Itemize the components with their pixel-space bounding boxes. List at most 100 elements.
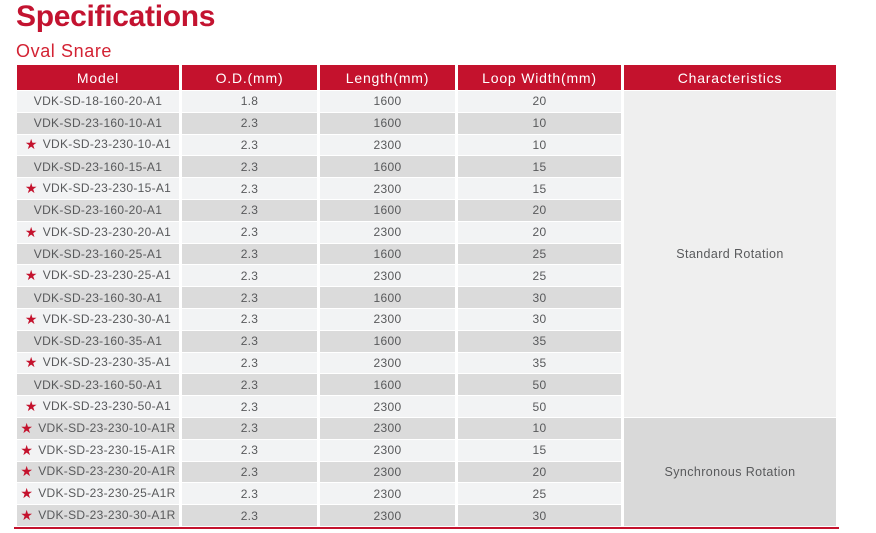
length-cell: 2300	[320, 265, 455, 287]
model-cell: ★ VDK-SD-23-230-15-A1R	[17, 439, 179, 461]
column-header-od: O.D.(mm)	[182, 65, 317, 90]
od-cell: 2.3	[182, 287, 317, 308]
loop-width-cell: 35	[458, 330, 621, 352]
table-row: ★ VDK-SD-23-230-20-A1R 2.3 2300 20	[17, 461, 836, 483]
model-cell: ★ VDK-SD-23-230-15-A1	[17, 178, 179, 199]
specifications-table: Model O.D.(mm) Length(mm) Loop Width(mm)…	[14, 64, 839, 529]
star-icon: ★	[20, 419, 34, 436]
model-cell: VDK-SD-23-160-20-A1	[17, 199, 179, 221]
loop-width-cell: 30	[458, 308, 621, 330]
loop-width-cell: 20	[458, 461, 621, 483]
loop-width-cell: 15	[458, 439, 621, 461]
od-cell: 2.3	[182, 396, 317, 417]
length-cell: 1600	[320, 330, 455, 352]
loop-width-cell: 10	[458, 134, 621, 156]
star-icon: ★	[24, 267, 38, 284]
model-cell: ★ VDK-SD-23-230-30-A1	[17, 308, 179, 330]
star-icon: ★	[24, 354, 38, 371]
table-row: ★ VDK-SD-23-230-10-A1R 2.3 2300 10 Synchronou…	[17, 417, 836, 526]
loop-width-cell: 25	[458, 483, 621, 505]
table-row: VDK-SD-23-160-25-A1 2.3 1600 25	[17, 243, 836, 265]
loop-width-cell: 20	[458, 91, 621, 112]
length-cell: 1600	[320, 91, 455, 112]
model-cell: VDK-SD-23-160-30-A1	[17, 287, 179, 308]
loop-width-cell: 50	[458, 396, 621, 417]
model-cell: ★ VDK-SD-23-230-35-A1	[17, 352, 179, 374]
model-cell: VDK-SD-18-160-20-A1	[17, 91, 179, 112]
table-row: ★ VDK-SD-23-230-30-A1R 2.3 2300 30	[17, 505, 836, 526]
od-cell: 2.3	[182, 134, 317, 156]
length-cell: 2300	[320, 308, 455, 330]
table-row: ★ VDK-SD-23-230-25-A1 2.3 2300 25	[17, 265, 836, 287]
od-cell: 2.3	[182, 199, 317, 221]
od-cell: 2.3	[182, 461, 317, 483]
table-row: ★ VDK-SD-23-230-15-A1R 2.3 2300 15	[17, 439, 836, 461]
table-row: VDK-SD-18-160-20-A1 1.8 1600 20 Standard Rot…	[17, 91, 836, 417]
model-cell: ★ VDK-SD-23-230-10-A1	[17, 134, 179, 156]
star-icon: ★	[20, 463, 34, 480]
loop-width-cell: 30	[458, 505, 621, 526]
length-cell: 1600	[320, 112, 455, 134]
characteristics-cell: Standard Rotation	[624, 91, 836, 417]
table-row: VDK-SD-23-160-10-A1 2.3 1600 10	[17, 112, 836, 134]
model-cell: ★ VDK-SD-23-230-20-A1	[17, 221, 179, 243]
loop-width-cell: 15	[458, 156, 621, 178]
length-cell: 2300	[320, 134, 455, 156]
od-cell: 2.3	[182, 483, 317, 505]
star-icon: ★	[24, 223, 38, 240]
model-cell: VDK-SD-23-160-50-A1	[17, 374, 179, 396]
od-cell: 2.3	[182, 221, 317, 243]
model-cell: VDK-SD-23-160-35-A1	[17, 330, 179, 352]
table-row: VDK-SD-23-160-15-A1 2.3 1600 15	[17, 156, 836, 178]
star-icon: ★	[20, 485, 34, 502]
table-row: ★ VDK-SD-23-230-10-A1 2.3 2300 10	[17, 134, 836, 156]
star-icon: ★	[20, 507, 34, 524]
model-cell: VDK-SD-23-160-15-A1	[17, 156, 179, 178]
od-cell: 2.3	[182, 439, 317, 461]
length-cell: 2300	[320, 178, 455, 199]
length-cell: 2300	[320, 483, 455, 505]
od-cell: 2.3	[182, 352, 317, 374]
table-row: VDK-SD-23-160-35-A1 2.3 1600 35	[17, 330, 836, 352]
od-cell: 2.3	[182, 243, 317, 265]
length-cell: 1600	[320, 156, 455, 178]
model-cell: VDK-SD-23-160-25-A1	[17, 243, 179, 265]
table-header-row: Model O.D.(mm) Length(mm) Loop Width(mm)…	[17, 65, 836, 90]
page-title: Specifications	[16, 0, 216, 33]
length-cell: 1600	[320, 374, 455, 396]
length-cell: 2300	[320, 221, 455, 243]
od-cell: 2.3	[182, 308, 317, 330]
table-row: ★ VDK-SD-23-230-25-A1R 2.3 2300 25	[17, 483, 836, 505]
od-cell: 2.3	[182, 330, 317, 352]
length-cell: 2300	[320, 439, 455, 461]
model-cell: VDK-SD-23-160-10-A1	[17, 112, 179, 134]
star-icon: ★	[24, 398, 38, 415]
length-cell: 1600	[320, 243, 455, 265]
model-cell: ★ VDK-SD-23-230-10-A1R	[17, 417, 179, 439]
star-icon: ★	[24, 180, 38, 197]
length-cell: 2300	[320, 505, 455, 526]
length-cell: 2300	[320, 396, 455, 417]
loop-width-cell: 50	[458, 374, 621, 396]
column-header-model: Model	[17, 65, 179, 90]
length-cell: 1600	[320, 199, 455, 221]
model-cell: ★ VDK-SD-23-230-50-A1	[17, 396, 179, 417]
loop-width-cell: 25	[458, 243, 621, 265]
characteristics-cell: Synchronous Rotation	[624, 417, 836, 526]
loop-width-cell: 20	[458, 221, 621, 243]
length-cell: 2300	[320, 417, 455, 439]
loop-width-cell: 30	[458, 287, 621, 308]
od-cell: 2.3	[182, 178, 317, 199]
column-header-characteristics: Characteristics	[624, 65, 836, 90]
od-cell: 2.3	[182, 417, 317, 439]
column-header-loop-width: Loop Width(mm)	[458, 65, 621, 90]
od-cell: 2.3	[182, 156, 317, 178]
length-cell: 2300	[320, 461, 455, 483]
od-cell: 2.3	[182, 505, 317, 526]
loop-width-cell: 15	[458, 178, 621, 199]
od-cell: 2.3	[182, 265, 317, 287]
loop-width-cell: 25	[458, 265, 621, 287]
table-row: VDK-SD-23-160-50-A1 2.3 1600 50	[17, 374, 836, 396]
table-row: ★ VDK-SD-23-230-30-A1 2.3 2300 30	[17, 308, 836, 330]
